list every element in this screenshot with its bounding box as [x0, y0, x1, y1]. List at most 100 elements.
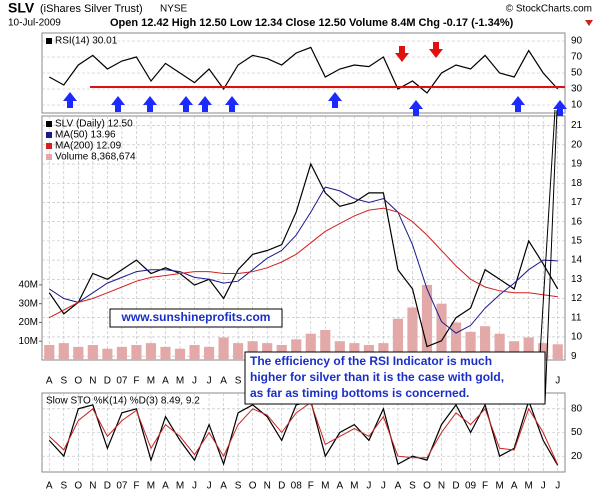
legend-entry: RSI(14) 30.01 — [55, 36, 118, 47]
y-tick-label: 20 — [571, 451, 583, 462]
x-tick-label: A — [220, 481, 227, 492]
y2-tick-label: 10M — [19, 336, 38, 347]
legend-swatch — [46, 154, 52, 160]
legend-swatch — [46, 132, 52, 138]
x-tick-label: N — [89, 376, 96, 387]
x-tick-label: A — [162, 376, 169, 387]
y2-tick-label: 40M — [19, 280, 38, 291]
volume-bar — [436, 303, 447, 360]
x-tick-label: O — [249, 481, 257, 492]
x-tick-label: O — [74, 481, 82, 492]
legend-entry: SLV (Daily) 12.50 — [55, 119, 133, 130]
x-tick-label: A — [511, 481, 518, 492]
note-line: as far as timing bottoms is concerned. — [250, 386, 469, 400]
x-tick-label: N — [89, 481, 96, 492]
volume-bar — [480, 326, 491, 360]
volume-bar — [174, 348, 186, 360]
legend-swatch — [46, 121, 52, 127]
x-tick-label: N — [264, 481, 271, 492]
volume-bar — [320, 329, 331, 360]
x-tick-label: A — [46, 481, 53, 492]
legend: Slow STO %K(14) %D(3) 8.49, 9.2 — [46, 396, 200, 407]
y-tick-label: 50 — [571, 68, 583, 79]
volume-bar — [552, 344, 563, 360]
y-tick-label: 70 — [571, 52, 583, 63]
x-tick-label: O — [423, 481, 431, 492]
volume-bar — [203, 346, 215, 360]
x-tick-label: J — [555, 481, 560, 492]
series-line — [48, 401, 559, 465]
x-tick-label: J — [541, 481, 546, 492]
y-tick-label: 21 — [571, 120, 583, 131]
x-tick-label: D — [104, 481, 111, 492]
volume-bar — [102, 348, 113, 360]
volume-bar — [421, 284, 433, 360]
blue-arrows — [63, 92, 567, 116]
y-tick-label: 14 — [571, 255, 583, 266]
x-tick-label: D — [452, 481, 459, 492]
y-tick-label: 12 — [571, 293, 583, 304]
exchange: NYSE — [160, 4, 188, 15]
y-tick-label: 80 — [571, 403, 583, 414]
x-tick-label: J — [381, 481, 386, 492]
volume-bar — [87, 344, 98, 360]
y2-tick-label: 30M — [19, 298, 38, 309]
x-tick-label: S — [235, 481, 242, 492]
x-tick-label: S — [60, 481, 67, 492]
x-tick-label: M — [495, 481, 503, 492]
volume-bar — [392, 318, 404, 360]
volume-bar — [523, 337, 534, 360]
url-box — [109, 308, 283, 328]
volume-bar — [44, 344, 55, 360]
x-tick-label: J — [207, 376, 212, 387]
legend-swatch — [46, 143, 52, 149]
volume-bar — [407, 307, 418, 360]
x-tick-label: J — [555, 376, 560, 387]
y-tick-label: 90 — [571, 36, 583, 47]
x-tick-label: A — [162, 481, 169, 492]
x-tick-label: N — [438, 481, 445, 492]
x-tick-label: A — [46, 376, 53, 387]
x-tick-label: D — [104, 376, 111, 387]
volume-bar — [465, 331, 476, 360]
quote: Open 12.42 High 12.50 Low 12.34 Close 12… — [110, 17, 514, 29]
volume-bar — [450, 322, 462, 360]
legend-entry: MA(200) 12.09 — [55, 141, 122, 152]
x-tick-label: M — [176, 376, 184, 387]
x-tick-label: J — [366, 481, 371, 492]
x-tick-label: F — [133, 481, 139, 492]
x-tick-label: J — [192, 481, 197, 492]
y-tick-label: 10 — [571, 100, 583, 111]
series-line — [49, 207, 558, 319]
x-tick-label: F — [133, 376, 139, 387]
x-tick-label: A — [336, 481, 343, 492]
volume-bar — [291, 339, 302, 360]
x-tick-label: D — [278, 481, 285, 492]
y-tick-label: 19 — [571, 159, 583, 170]
series-line — [48, 162, 559, 348]
series-line — [49, 186, 558, 334]
note-box — [244, 351, 546, 405]
volume-bar — [494, 333, 505, 360]
y-tick-label: 17 — [571, 197, 583, 208]
volume-bar — [218, 337, 229, 360]
series-line — [49, 46, 559, 94]
y-tick-label: 10 — [571, 332, 583, 343]
y-tick-label: 50 — [571, 427, 583, 438]
name: (iShares Silver Trust) — [40, 3, 143, 15]
x-tick-label: 09 — [465, 481, 477, 492]
note-line: The efficiency of the RSI Indicator is m… — [250, 354, 492, 368]
x-tick-label: M — [350, 481, 358, 492]
volume-bar — [334, 341, 345, 360]
volume-bar — [73, 346, 84, 360]
y-tick-label: 16 — [571, 216, 583, 227]
x-tick-label: M — [147, 376, 155, 387]
volume-bar — [145, 343, 157, 360]
volume-bar — [247, 341, 258, 360]
y-tick-label: 20 — [571, 139, 583, 150]
y-tick-label: 13 — [571, 274, 583, 285]
x-tick-label: J — [207, 481, 212, 492]
volume-bar — [509, 341, 520, 360]
x-tick-label: M — [176, 481, 184, 492]
